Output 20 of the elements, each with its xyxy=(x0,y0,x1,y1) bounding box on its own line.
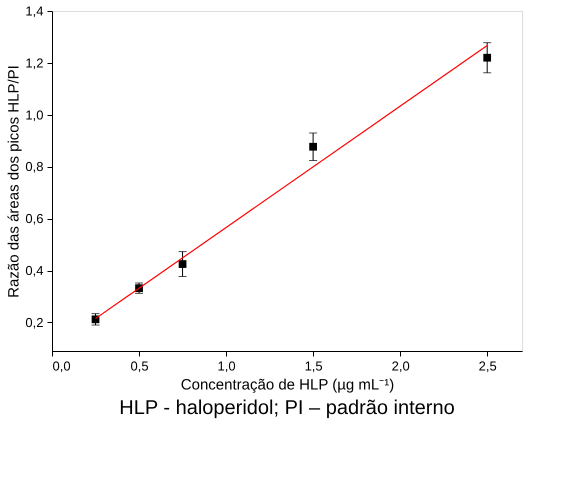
x-tick-label: 2,0 xyxy=(392,358,410,374)
text: HLP - haloperidol; PI – padrão interno xyxy=(119,397,455,419)
x-tick-label: 0,5 xyxy=(130,358,149,374)
y-tick-label: 0,6 xyxy=(25,211,44,226)
x-tick-label: 1,5 xyxy=(304,358,323,374)
y-tick-label: 0,2 xyxy=(25,314,44,330)
point xyxy=(92,315,100,324)
point xyxy=(309,142,317,151)
y-tick-label: 1,0 xyxy=(25,107,44,122)
x-axis-title: Concentração de HLP (µg mL⁻¹) xyxy=(180,376,394,394)
y-tick-label: 0,4 xyxy=(25,263,44,278)
x-tick-label: 0,0 xyxy=(52,358,71,374)
y-tick-label: 0,8 xyxy=(25,159,44,174)
point xyxy=(178,260,186,268)
x-tick-label: 2,5 xyxy=(478,358,497,374)
point xyxy=(483,54,492,62)
y-axis-title: Razão das áreas dos picos HLP/PI xyxy=(5,65,22,298)
x-tick-label: 1,0 xyxy=(218,358,236,374)
y-tick-label: 1,4 xyxy=(25,4,44,18)
y-tick-label: 1,2 xyxy=(25,55,44,70)
